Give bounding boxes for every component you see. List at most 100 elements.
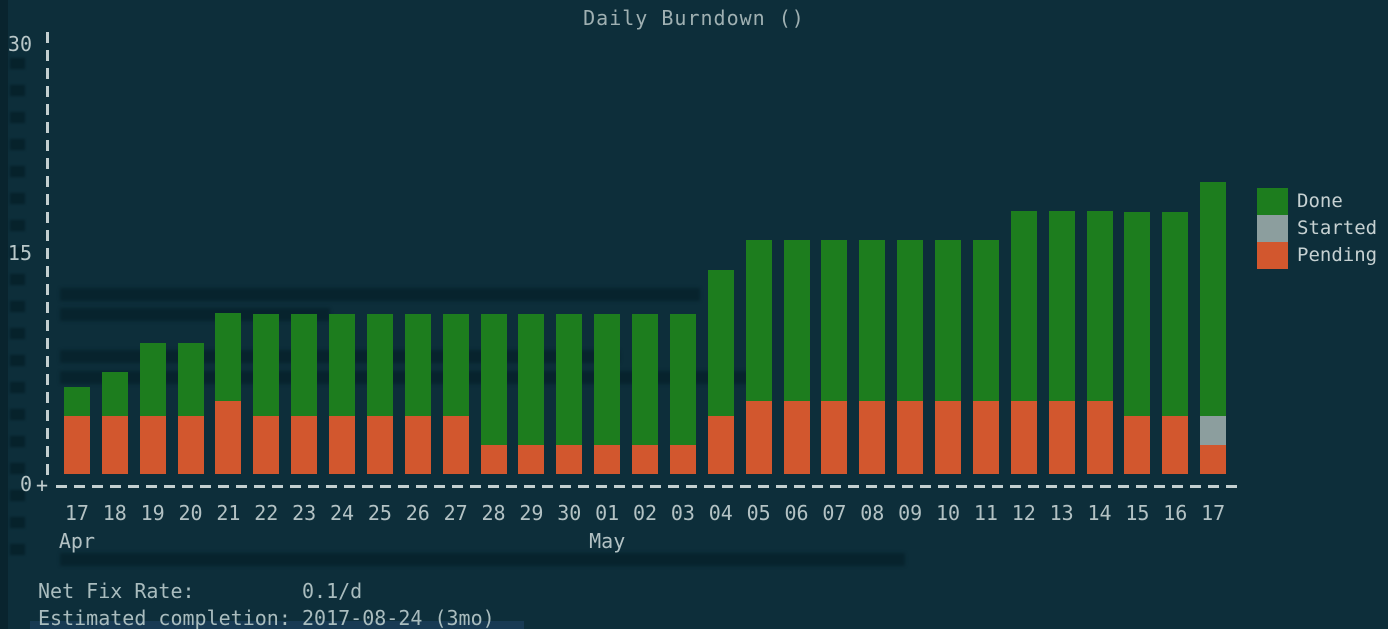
bar-segment-pending xyxy=(859,401,886,474)
x-tick-label: 09 xyxy=(898,501,923,525)
bar-slot xyxy=(891,34,929,474)
month-label-empty xyxy=(626,531,664,551)
bar-segment-done xyxy=(745,240,772,401)
stacked-bar xyxy=(632,314,659,474)
month-label-empty xyxy=(550,531,588,551)
bar-segment-pending xyxy=(707,416,734,474)
stacked-bar xyxy=(291,314,318,474)
stacked-bar xyxy=(1086,211,1113,474)
bar-segment-done xyxy=(329,314,356,416)
bar-segment-pending xyxy=(745,401,772,474)
x-tick-label: 14 xyxy=(1087,501,1112,525)
bar-slot xyxy=(399,34,437,474)
bar-segment-pending xyxy=(1162,416,1189,474)
bar-slot xyxy=(134,34,172,474)
legend-labels: Done Started Pending xyxy=(1297,188,1377,269)
x-tick-label: 06 xyxy=(784,501,809,525)
month-label-empty xyxy=(1043,531,1081,551)
bar-segment-done xyxy=(1200,182,1227,416)
stacked-bar xyxy=(215,313,242,474)
month-label-empty xyxy=(96,531,134,551)
bar-slot xyxy=(513,34,551,474)
bar-segment-done xyxy=(215,313,242,401)
stacked-bar xyxy=(139,343,166,474)
stacked-bar xyxy=(669,314,696,474)
bar-segment-pending xyxy=(594,445,621,474)
x-axis-day-labels: 17 18 19 20 21 22 23 24 25 26 27 28 29 30 01 02 03 04 05 06… xyxy=(58,503,1232,523)
stacked-bar xyxy=(1200,182,1227,474)
net-fix-rate-label: Net Fix Rate: xyxy=(38,579,195,603)
bar-slot xyxy=(1194,34,1232,474)
bar-segment-done xyxy=(366,314,393,416)
bar-segment-done xyxy=(101,372,128,416)
x-tick-label: 01 xyxy=(595,501,620,525)
stacked-bar xyxy=(253,314,280,474)
bar-segment-pending xyxy=(442,416,469,474)
bar-segment-done xyxy=(404,314,431,416)
x-tick-label: 10 xyxy=(936,501,961,525)
stacked-bar xyxy=(1124,212,1151,474)
bar-slot xyxy=(853,34,891,474)
bar-segment-pending xyxy=(632,445,659,474)
legend-label-pending: Pending xyxy=(1297,244,1378,266)
cursor-highlight-strip xyxy=(30,621,524,629)
month-label-empty xyxy=(513,531,551,551)
bar-segment-started xyxy=(1200,416,1227,445)
month-label-empty xyxy=(1081,531,1119,551)
month-label-empty xyxy=(740,531,778,551)
bar-slot xyxy=(323,34,361,474)
x-tick-label: 05 xyxy=(746,501,771,525)
ghost-text-row xyxy=(60,553,905,566)
stacked-bar xyxy=(1010,211,1037,474)
bar-segment-pending xyxy=(1200,445,1227,474)
bar-segment-done xyxy=(859,240,886,401)
bar-slot xyxy=(247,34,285,474)
bar-segment-pending xyxy=(1086,401,1113,474)
bar-segment-pending xyxy=(480,445,507,474)
month-label: Apr xyxy=(58,529,95,553)
stacked-bar xyxy=(442,314,469,474)
bar-slot xyxy=(172,34,210,474)
x-tick-label: 17 xyxy=(1201,501,1226,525)
bar-slot xyxy=(816,34,854,474)
x-tick-label: 25 xyxy=(367,501,392,525)
bar-segment-done xyxy=(972,240,999,401)
x-tick-label: 16 xyxy=(1163,501,1188,525)
month-label-empty xyxy=(664,531,702,551)
stacked-bar xyxy=(518,314,545,474)
bar-slot xyxy=(967,34,1005,474)
x-tick-label: 15 xyxy=(1125,501,1150,525)
x-tick-label: 18 xyxy=(102,501,127,525)
month-label-empty xyxy=(323,531,361,551)
bar-segment-pending xyxy=(1048,401,1075,474)
net-fix-rate-value: 0.1/d xyxy=(302,579,363,603)
x-tick-label: 21 xyxy=(216,501,241,525)
stacked-bar xyxy=(404,314,431,474)
bar-segment-done xyxy=(291,314,318,416)
legend-swatch-pending xyxy=(1257,242,1288,269)
bar-segment-done xyxy=(63,387,90,416)
bar-segment-pending xyxy=(329,416,356,474)
legend-swatches xyxy=(1257,188,1288,269)
bar-slot xyxy=(1119,34,1157,474)
bar-segment-done xyxy=(632,314,659,445)
bar-slot xyxy=(361,34,399,474)
chart-legend: Done Started Pending xyxy=(1257,188,1377,269)
bar-segment-done xyxy=(1048,211,1075,401)
bar-segment-pending xyxy=(404,416,431,474)
stacked-bar xyxy=(897,240,924,474)
month-label-empty xyxy=(172,531,210,551)
bar-segment-pending xyxy=(669,445,696,474)
y-axis-tick-15: 15 xyxy=(7,241,32,265)
left-edge-strip xyxy=(0,0,8,629)
bar-segment-done xyxy=(139,343,166,416)
bar-slot xyxy=(437,34,475,474)
stacked-bar xyxy=(556,314,583,474)
x-tick-label: 29 xyxy=(519,501,544,525)
x-tick-label: 12 xyxy=(1011,501,1036,525)
x-tick-label: 04 xyxy=(708,501,733,525)
bar-segment-done xyxy=(442,314,469,416)
stacked-bar xyxy=(101,372,128,474)
y-axis-tick-30: 30 xyxy=(7,32,32,56)
bar-segment-pending xyxy=(291,416,318,474)
